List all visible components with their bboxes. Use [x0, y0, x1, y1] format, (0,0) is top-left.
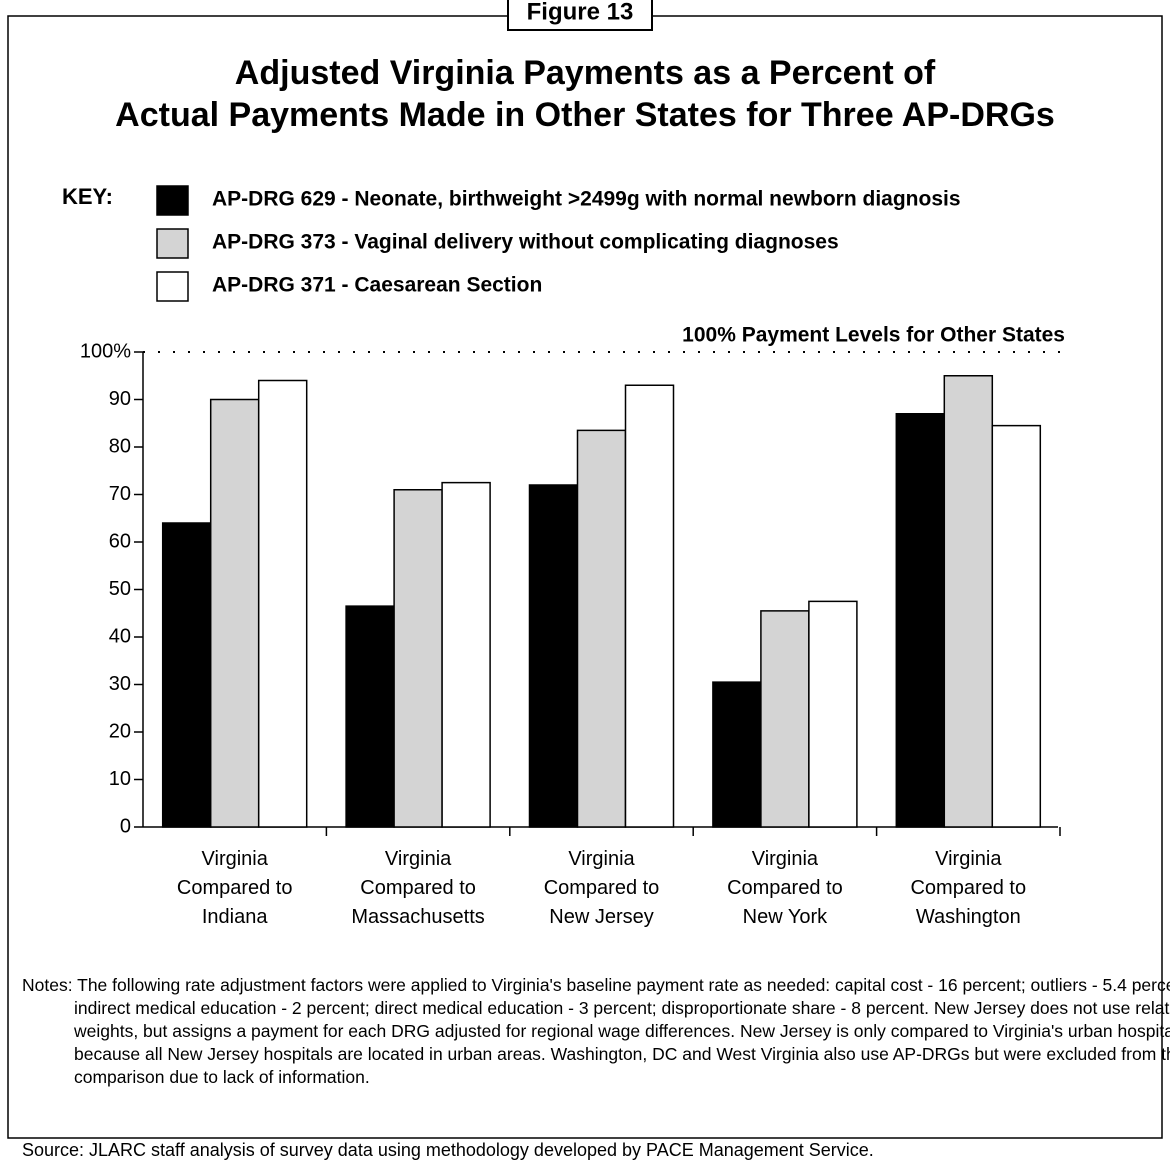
x-tick-label: Virginia Compared to New Jersey	[543, 848, 660, 928]
x-tick-label: Virginia Compared to Washington	[910, 848, 1027, 928]
bar	[760, 610, 810, 828]
y-tick-label: 90	[109, 388, 131, 410]
bar	[441, 481, 491, 828]
chart-title: Adjusted Virginia Payments as a Percent …	[115, 54, 1055, 134]
x-tick-label: Virginia Compared to Indiana	[176, 848, 293, 928]
y-tick-label: 70	[109, 483, 131, 505]
y-tick-label: 30	[109, 673, 131, 695]
bar	[943, 375, 994, 828]
legend-label: AP-DRG 629 - Neonate, birthweight >2499g…	[212, 188, 961, 211]
legend-label: AP-DRG 371 - Caesarean Section	[212, 274, 542, 297]
x-tick-label: Virginia Compared to Massachusetts	[351, 848, 485, 928]
bar	[345, 605, 395, 828]
y-tick-label: 20	[109, 720, 131, 742]
figure-box	[507, 0, 653, 31]
x-tick-label: Virginia Compared to New York	[727, 848, 843, 928]
source: Source: JLARC staff analysis of survey d…	[22, 1140, 874, 1160]
y-tick-label: 60	[109, 530, 131, 552]
bar	[257, 379, 308, 828]
y-tick-label: 0	[120, 815, 131, 837]
figure-label: Figure 13	[527, 0, 634, 25]
bar	[393, 489, 443, 828]
bar	[808, 600, 858, 828]
legend-title: KEY:	[62, 184, 113, 209]
legend-swatch	[156, 271, 189, 302]
bar	[624, 384, 675, 828]
y-tick-label: 80	[109, 435, 131, 457]
bar	[209, 398, 260, 828]
legend-swatch	[156, 228, 189, 259]
legend-swatch	[156, 185, 189, 216]
bar	[991, 424, 1042, 828]
y-tick-label: 40	[109, 625, 131, 647]
y-tick-label: 10	[109, 768, 131, 790]
bar	[528, 484, 579, 828]
bar	[161, 522, 212, 828]
bar	[895, 413, 946, 828]
y-tick-label: 50	[109, 578, 131, 600]
y-tick-label: 100%	[80, 340, 131, 362]
bar	[576, 429, 627, 828]
notes: Notes: The following rate adjustment fac…	[22, 975, 1170, 1087]
bar	[712, 681, 762, 828]
annotation: 100% Payment Levels for Other States	[682, 324, 1065, 347]
legend-label: AP-DRG 373 - Vaginal delivery without co…	[212, 231, 839, 254]
